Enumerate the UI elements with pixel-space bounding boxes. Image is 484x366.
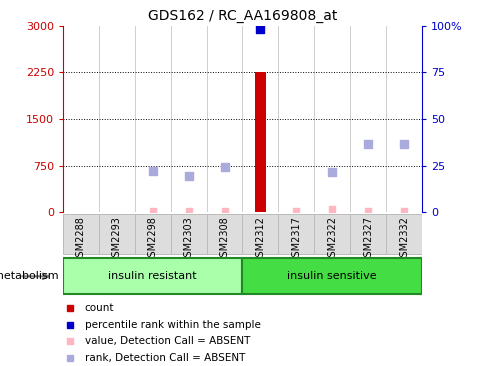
Text: GSM2308: GSM2308 bbox=[219, 216, 229, 262]
Point bbox=[363, 141, 371, 147]
Point bbox=[220, 165, 228, 171]
FancyBboxPatch shape bbox=[314, 214, 349, 254]
Text: GSM2293: GSM2293 bbox=[112, 216, 121, 263]
Bar bbox=[255, 72, 265, 212]
Point bbox=[184, 208, 192, 214]
Text: rank, Detection Call = ABSENT: rank, Detection Call = ABSENT bbox=[84, 353, 244, 363]
Text: GSM2312: GSM2312 bbox=[255, 216, 265, 263]
Text: GSM2322: GSM2322 bbox=[327, 216, 336, 263]
Text: GSM2298: GSM2298 bbox=[148, 216, 157, 263]
Text: GSM2327: GSM2327 bbox=[363, 216, 372, 263]
FancyBboxPatch shape bbox=[63, 214, 99, 254]
Text: percentile rank within the sample: percentile rank within the sample bbox=[84, 320, 260, 330]
Text: count: count bbox=[84, 303, 114, 313]
Point bbox=[328, 169, 335, 175]
Point bbox=[256, 26, 264, 32]
FancyBboxPatch shape bbox=[206, 214, 242, 254]
Text: metabolism: metabolism bbox=[0, 271, 58, 281]
FancyBboxPatch shape bbox=[99, 214, 135, 254]
FancyBboxPatch shape bbox=[63, 258, 242, 294]
Point bbox=[220, 208, 228, 214]
Point bbox=[149, 208, 156, 214]
Text: GSM2317: GSM2317 bbox=[291, 216, 301, 263]
Title: GDS162 / RC_AA169808_at: GDS162 / RC_AA169808_at bbox=[148, 9, 336, 23]
Point bbox=[399, 141, 407, 147]
Text: insulin resistant: insulin resistant bbox=[108, 271, 197, 281]
FancyBboxPatch shape bbox=[242, 214, 278, 254]
Point bbox=[399, 208, 407, 214]
FancyBboxPatch shape bbox=[135, 214, 170, 254]
Text: GSM2332: GSM2332 bbox=[398, 216, 408, 263]
Text: value, Detection Call = ABSENT: value, Detection Call = ABSENT bbox=[84, 336, 249, 346]
FancyBboxPatch shape bbox=[385, 214, 421, 254]
FancyBboxPatch shape bbox=[242, 258, 421, 294]
Text: GSM2288: GSM2288 bbox=[76, 216, 86, 263]
Point bbox=[328, 206, 335, 212]
FancyBboxPatch shape bbox=[278, 214, 314, 254]
Point bbox=[292, 208, 300, 214]
Point bbox=[149, 168, 156, 174]
Point bbox=[363, 208, 371, 214]
Point bbox=[184, 173, 192, 179]
FancyBboxPatch shape bbox=[170, 214, 206, 254]
Text: insulin sensitive: insulin sensitive bbox=[287, 271, 376, 281]
Text: GSM2303: GSM2303 bbox=[183, 216, 193, 262]
FancyBboxPatch shape bbox=[349, 214, 385, 254]
